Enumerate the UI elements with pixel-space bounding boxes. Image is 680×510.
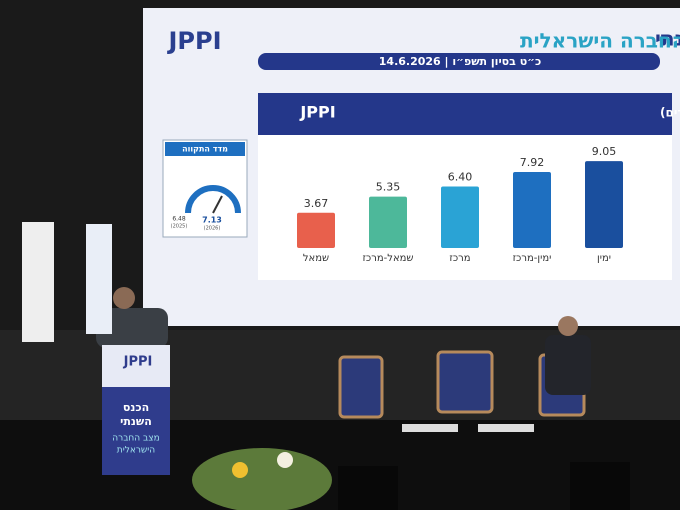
stage-monitor [338, 466, 398, 510]
gauge-previous-year: (2025) [171, 224, 188, 230]
date-bar [258, 53, 660, 70]
gauge-arc [185, 185, 241, 214]
flag-israel [86, 224, 112, 334]
date: 14.6.2026 | כ״ט בסיון תשפ״ו [379, 55, 541, 68]
gauge-previous: 6.48 [172, 216, 186, 223]
flower [232, 462, 248, 478]
flower [277, 452, 293, 468]
podium-line: הישראלית [117, 446, 156, 456]
gauge-current-year: (2026) [204, 226, 221, 232]
screen-logo: JPPI [166, 27, 221, 55]
bar [297, 212, 335, 248]
flowers [192, 448, 332, 510]
bar [369, 196, 407, 248]
gauge-header [165, 142, 245, 156]
podium-line: הכנס [123, 401, 149, 414]
category-label: שמאל-מרכז [362, 253, 413, 264]
value-label: 7.92 [520, 156, 545, 169]
value-label: 6.40 [448, 171, 473, 184]
bar [585, 161, 623, 248]
table [402, 424, 458, 432]
value-label: 5.35 [376, 181, 401, 194]
value-label: 9.05 [592, 145, 617, 158]
podium-line: מצב החברה [112, 434, 159, 444]
podium-top [102, 345, 170, 387]
bar [513, 171, 551, 248]
category-label: שמאל [303, 253, 329, 264]
chart-title: מדד התקווה - לפי קבוצות אידאולוגיות (יהו… [660, 106, 680, 120]
podium-line: השנתי [120, 415, 152, 428]
gauge-current: 7.13 [202, 216, 222, 225]
chair [436, 350, 494, 414]
podium-logo: JPPI [123, 355, 153, 370]
flag [22, 222, 54, 342]
gauge-title: מדד התקווה [182, 145, 228, 154]
gauge-needle [212, 195, 223, 214]
table [478, 424, 534, 432]
category-label: ימין-מרכז [513, 253, 552, 264]
value-label: 3.67 [304, 197, 329, 210]
bar [441, 186, 479, 248]
speaker [96, 308, 168, 348]
panelist [545, 335, 591, 395]
bar-group: 3.67 שמאל 5.35 שמאל-מרכז 6.40 מרכז 7.92 ימין-מר… [297, 145, 623, 264]
category-label: מרכז [449, 253, 470, 264]
chart-header [258, 93, 672, 135]
speaker-head [113, 287, 135, 309]
panelist-head [558, 316, 578, 336]
category-label: ימין [597, 253, 611, 264]
screen-title: הכנס השנתי [655, 27, 680, 51]
chair [338, 355, 384, 419]
stage-monitor [570, 462, 630, 510]
screen-subtitle: מצב החברה הישראלית [520, 29, 680, 53]
chart-logo: JPPI [299, 103, 335, 122]
